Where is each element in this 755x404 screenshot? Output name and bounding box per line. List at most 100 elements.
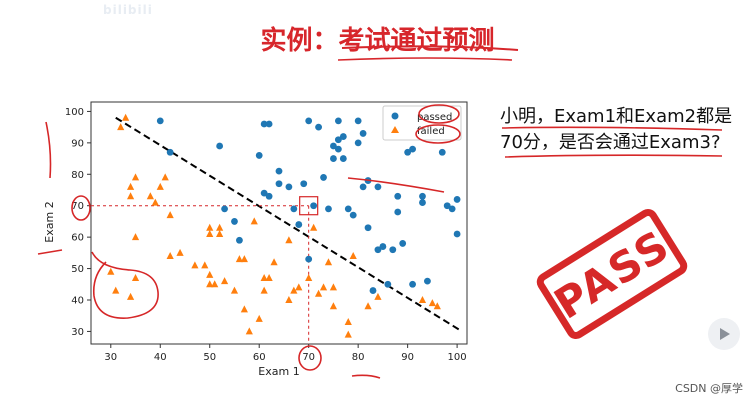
question-underline-2	[504, 154, 723, 158]
point-passed	[334, 145, 342, 153]
point-failed	[112, 286, 120, 294]
point-failed	[295, 283, 303, 291]
point-failed	[319, 283, 328, 291]
x-tick-label: 80	[352, 352, 365, 363]
point-passed	[394, 192, 402, 200]
x-axis-label: Exam 1	[258, 365, 299, 378]
point-passed	[374, 183, 382, 191]
legend-marker-passed	[391, 112, 399, 120]
point-failed	[216, 230, 224, 237]
point-failed	[131, 233, 140, 241]
point-passed	[265, 120, 273, 128]
point-passed	[300, 180, 308, 188]
point-passed	[315, 123, 322, 131]
point-passed	[265, 192, 273, 200]
x-tick-label: 40	[154, 352, 167, 363]
point-passed	[453, 196, 461, 203]
question-underline-1	[501, 126, 723, 131]
point-passed	[255, 152, 263, 159]
x-axis-ticks: 30 40 50 60 70 80 90 100	[104, 344, 467, 363]
scribble-circle-x70	[298, 345, 322, 371]
y-tick-label: 60	[71, 233, 84, 244]
slide-title: 实例：考试通过预测	[260, 26, 495, 56]
pass-stamp: PASS	[536, 208, 688, 340]
point-passed	[305, 255, 313, 263]
decision-boundary-line	[115, 116, 463, 333]
title-underline-scribble-2	[337, 57, 513, 61]
point-failed	[146, 192, 154, 200]
point-failed	[265, 274, 273, 281]
x-tick-label: 50	[203, 352, 216, 363]
point-failed	[374, 292, 382, 300]
point-passed	[453, 230, 461, 238]
point-passed	[290, 205, 298, 213]
y-tick-label: 70	[71, 201, 84, 212]
scribble-circle-failed	[415, 124, 461, 144]
point-failed	[211, 280, 219, 288]
point-passed	[231, 218, 238, 225]
point-failed	[344, 330, 352, 338]
point-passed	[334, 117, 342, 125]
question-text: 小明，Exam1和Exam2都是 70分，是否会通过Exam3?	[500, 104, 750, 156]
point-passed	[399, 240, 407, 247]
bilibili-logo: bilibili	[103, 3, 153, 17]
point-failed	[122, 113, 130, 121]
point-passed	[443, 202, 451, 210]
point-passed	[448, 205, 456, 213]
point-failed	[270, 258, 278, 266]
point-passed	[260, 120, 268, 128]
point-failed	[245, 327, 253, 335]
point-failed	[131, 274, 140, 281]
point-passed	[344, 205, 352, 213]
play-button[interactable]	[708, 318, 740, 350]
y-axis-ticks: 30 40 50 60 70 80 90 100	[65, 107, 91, 338]
annotation-scribbles	[37, 104, 723, 379]
point-passed	[320, 174, 327, 181]
point-failed	[250, 217, 258, 225]
point-failed	[305, 274, 313, 281]
point-failed	[329, 283, 338, 291]
point-passed	[354, 117, 362, 125]
point-failed	[230, 286, 239, 294]
point-failed	[364, 302, 372, 310]
y-tick-label: 90	[71, 138, 84, 149]
point-failed	[126, 192, 135, 200]
y-tick-label: 100	[65, 107, 84, 118]
y-tick-label: 40	[71, 296, 84, 307]
point-failed	[126, 292, 135, 300]
point-failed	[240, 305, 248, 313]
point-passed	[325, 205, 332, 213]
point-failed	[290, 286, 298, 294]
point-failed	[191, 261, 199, 269]
point-passed	[384, 280, 392, 288]
point-failed	[216, 223, 224, 231]
point-failed	[201, 261, 209, 269]
point-passed	[404, 148, 412, 156]
point-failed	[126, 182, 135, 190]
point-passed	[424, 277, 431, 285]
point-failed	[255, 314, 263, 322]
point-failed	[161, 173, 169, 181]
scribble-mark-left-2	[37, 249, 63, 255]
point-passed	[419, 192, 426, 200]
scribble-mark-top	[347, 177, 445, 193]
point-failed	[166, 211, 174, 219]
point-passed	[310, 202, 318, 210]
point-passed	[364, 224, 372, 232]
scribble-circle-passed	[418, 104, 460, 124]
point-passed	[409, 280, 416, 288]
point-passed	[369, 287, 377, 294]
point-passed	[236, 236, 243, 244]
point-failed	[206, 223, 214, 231]
point-passed	[221, 205, 228, 213]
point-failed	[285, 236, 293, 244]
point-failed	[344, 318, 352, 325]
point-failed	[418, 296, 427, 303]
scribble-mark-bottom	[351, 374, 381, 379]
point-passed	[359, 130, 367, 137]
point-passed	[166, 148, 174, 156]
point-passed	[156, 117, 164, 125]
point-failed	[428, 299, 436, 307]
point-passed	[349, 211, 357, 219]
